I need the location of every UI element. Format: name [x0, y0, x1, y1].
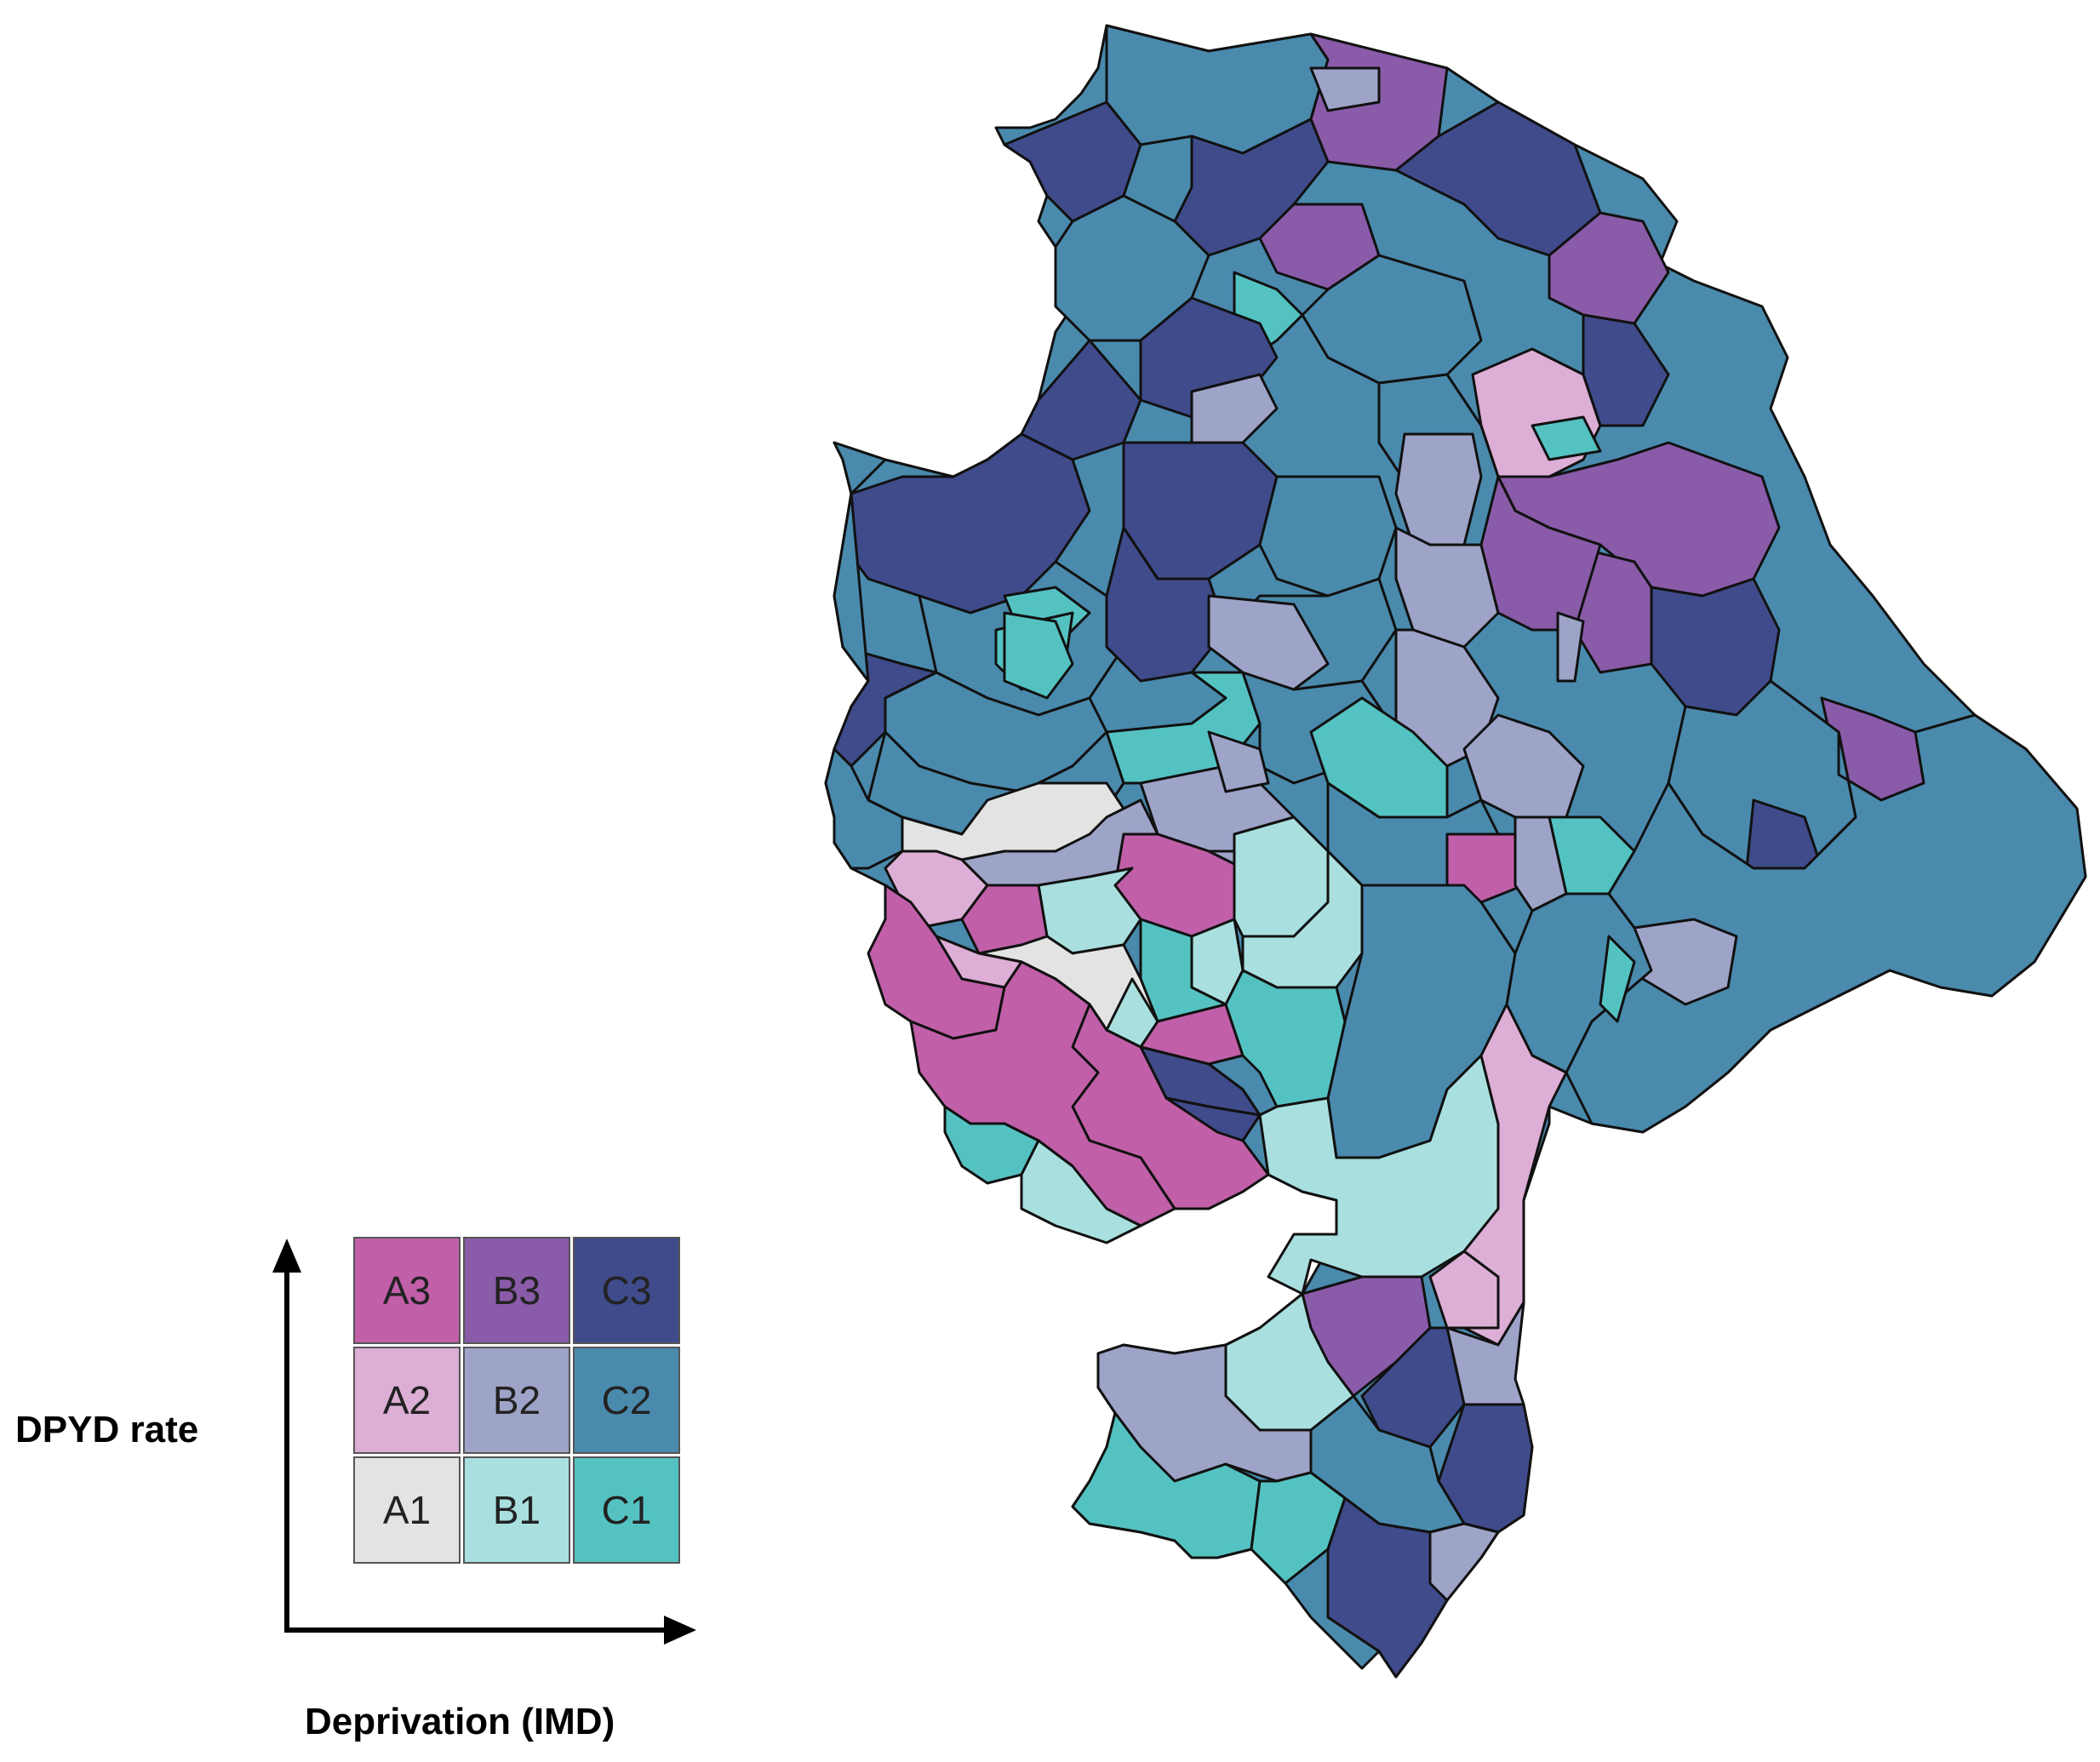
legend-cell-b3: B3 [463, 1237, 570, 1344]
map-region [1207, 730, 1270, 793]
map-region [1582, 313, 1670, 427]
legend-cell-c2: C2 [573, 1347, 680, 1454]
legend-cell-c3: C3 [573, 1237, 680, 1344]
map-region [1556, 611, 1585, 683]
map-region [1190, 373, 1279, 444]
x-axis-arrowhead [664, 1616, 696, 1645]
map-region [833, 441, 887, 683]
map-region [1548, 211, 1670, 325]
map-region [1284, 1547, 1381, 1670]
map-region [841, 432, 1091, 615]
map-region [1599, 935, 1636, 1023]
map-region [1207, 594, 1330, 691]
map-region [1360, 1326, 1466, 1449]
map-region [960, 884, 1049, 955]
map-region [833, 645, 938, 768]
map-region [1445, 832, 1525, 904]
legend-cell-a2: A2 [353, 1347, 461, 1454]
legend-cell-c1: C1 [573, 1456, 680, 1564]
y-axis-label: DPYD rate [15, 1409, 199, 1450]
map-region [1003, 611, 1074, 700]
map-region [1164, 1096, 1262, 1142]
legend-cell-a1: A1 [353, 1456, 461, 1564]
map-region [1394, 526, 1500, 649]
map-region [1309, 66, 1381, 112]
legend-axes [272, 1239, 696, 1645]
map-region [1020, 1139, 1142, 1244]
legend-cell-b2: B2 [463, 1347, 570, 1454]
y-axis-arrowhead [272, 1239, 301, 1273]
map-region [1258, 1054, 1500, 1296]
map-region [1258, 475, 1398, 598]
bivariate-legend: A3 B3 C3 A2 B2 C2 A1 B1 C1 DPYD rate Deprivation… [0, 0, 766, 1762]
map-region [1428, 1250, 1500, 1330]
x-axis-label: Deprivation (IMD) [305, 1701, 615, 1742]
map-region [1105, 977, 1159, 1049]
map-region [1531, 415, 1602, 461]
map-region [1565, 713, 2087, 1134]
legend-cell-a3: A3 [353, 1237, 461, 1344]
map-region [824, 747, 904, 870]
legend-cell-b1: B1 [463, 1456, 570, 1564]
map-region [1428, 1522, 1500, 1602]
map-region [1462, 713, 1585, 819]
map-region [1394, 432, 1483, 546]
